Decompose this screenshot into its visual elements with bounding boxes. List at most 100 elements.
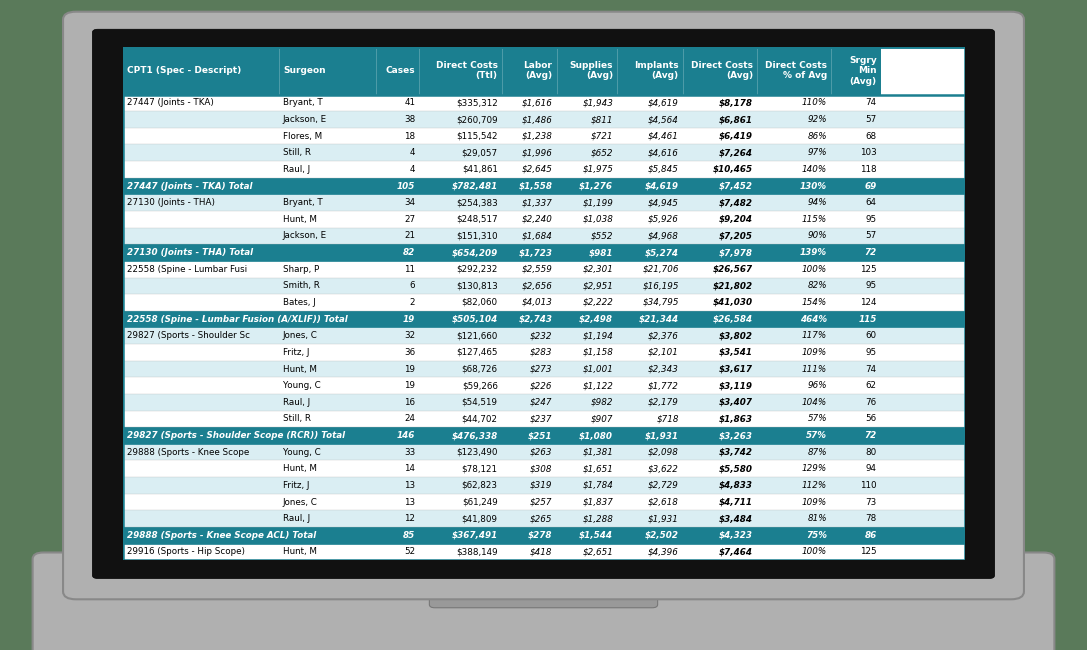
Text: 21: 21 [404, 231, 415, 240]
Text: $16,195: $16,195 [642, 281, 678, 291]
Text: 87%: 87% [808, 448, 827, 457]
Text: 19: 19 [403, 315, 415, 324]
Bar [758, 47, 832, 94]
Text: Implants
(Avg): Implants (Avg) [634, 61, 678, 81]
Text: $1,558: $1,558 [518, 181, 552, 190]
Text: 29888 (Sports - Knee Scope: 29888 (Sports - Knee Scope [127, 448, 249, 457]
Text: $7,978: $7,978 [719, 248, 753, 257]
Text: 124: 124 [860, 298, 877, 307]
Text: $1,276: $1,276 [579, 181, 613, 190]
Text: $335,312: $335,312 [455, 98, 498, 107]
Text: $2,240: $2,240 [522, 214, 552, 224]
Text: 94: 94 [866, 464, 877, 473]
Text: 146: 146 [397, 431, 415, 440]
Bar [278, 47, 376, 94]
Text: $1,486: $1,486 [522, 115, 552, 124]
Text: 57%: 57% [808, 415, 827, 423]
Text: $8,178: $8,178 [719, 98, 753, 107]
Text: $1,544: $1,544 [579, 531, 613, 540]
Text: $82,060: $82,060 [462, 298, 498, 307]
Text: $1,772: $1,772 [648, 381, 678, 390]
Text: 29916 (Sports - Hip Scope): 29916 (Sports - Hip Scope) [127, 547, 245, 556]
Text: $1,381: $1,381 [583, 448, 613, 457]
Text: $981: $981 [589, 248, 613, 257]
Text: 74: 74 [865, 98, 877, 107]
Text: 13: 13 [404, 498, 415, 506]
Text: 95: 95 [865, 214, 877, 224]
Bar [123, 411, 965, 427]
Text: 118: 118 [860, 165, 877, 174]
Text: $273: $273 [530, 365, 552, 374]
Text: 57: 57 [865, 115, 877, 124]
Text: $68,726: $68,726 [462, 365, 498, 374]
Text: 19: 19 [404, 381, 415, 390]
Text: 86: 86 [864, 531, 877, 540]
Text: $3,407: $3,407 [719, 398, 753, 407]
Text: 96%: 96% [808, 381, 827, 390]
Bar [123, 47, 965, 560]
Text: $308: $308 [530, 464, 552, 473]
Text: $7,264: $7,264 [719, 148, 753, 157]
Text: $61,249: $61,249 [462, 498, 498, 506]
Text: $7,205: $7,205 [719, 231, 753, 240]
Text: $115,542: $115,542 [457, 132, 498, 140]
Text: $1,975: $1,975 [583, 165, 613, 174]
Text: 13: 13 [404, 481, 415, 490]
Text: $263: $263 [530, 448, 552, 457]
Bar [420, 47, 502, 94]
Text: $2,559: $2,559 [522, 265, 552, 274]
Text: $3,617: $3,617 [719, 365, 753, 374]
Text: $5,274: $5,274 [645, 248, 678, 257]
Text: 115: 115 [859, 315, 877, 324]
Text: $7,482: $7,482 [719, 198, 753, 207]
Text: Bryant, T: Bryant, T [283, 98, 323, 107]
Bar [123, 394, 965, 411]
Text: $7,452: $7,452 [719, 181, 753, 190]
Text: $6,419: $6,419 [719, 132, 753, 140]
Text: $54,519: $54,519 [462, 398, 498, 407]
Text: Hunt, M: Hunt, M [283, 547, 316, 556]
Text: 100%: 100% [802, 547, 827, 556]
Text: $292,232: $292,232 [457, 265, 498, 274]
Text: 64: 64 [866, 198, 877, 207]
Text: 117%: 117% [802, 332, 827, 340]
Bar [123, 427, 965, 444]
Text: CPT1 (Spec - Descript): CPT1 (Spec - Descript) [127, 66, 241, 75]
Text: $2,951: $2,951 [583, 281, 613, 291]
Bar [123, 344, 965, 361]
Text: 32: 32 [404, 332, 415, 340]
Text: Fritz, J: Fritz, J [283, 348, 310, 357]
Bar [123, 494, 965, 510]
Text: $3,119: $3,119 [719, 381, 753, 390]
Bar [123, 477, 965, 494]
Text: 94%: 94% [808, 198, 827, 207]
Text: $34,795: $34,795 [642, 298, 678, 307]
Text: 29888 (Sports - Knee Scope ACL) Total: 29888 (Sports - Knee Scope ACL) Total [127, 531, 316, 540]
Text: $1,684: $1,684 [522, 231, 552, 240]
Text: 82%: 82% [808, 281, 827, 291]
Text: 52: 52 [404, 547, 415, 556]
Text: $2,343: $2,343 [648, 365, 678, 374]
Text: $2,729: $2,729 [648, 481, 678, 490]
Text: $1,784: $1,784 [583, 481, 613, 490]
Text: Raul, J: Raul, J [283, 398, 310, 407]
Text: $7,464: $7,464 [719, 547, 753, 556]
Text: Hunt, M: Hunt, M [283, 464, 316, 473]
Text: $1,038: $1,038 [583, 214, 613, 224]
Text: Srgry
Min
(Avg): Srgry Min (Avg) [849, 56, 877, 86]
Text: $4,619: $4,619 [648, 98, 678, 107]
Text: $1,238: $1,238 [522, 132, 552, 140]
Text: 27130 (Joints - THA): 27130 (Joints - THA) [127, 198, 215, 207]
Text: $59,266: $59,266 [462, 381, 498, 390]
Bar [502, 47, 557, 94]
Text: $4,564: $4,564 [648, 115, 678, 124]
Text: Jackson, E: Jackson, E [283, 115, 327, 124]
Bar [123, 294, 965, 311]
Text: 85: 85 [403, 531, 415, 540]
Text: $2,618: $2,618 [648, 498, 678, 506]
FancyBboxPatch shape [92, 29, 995, 578]
Bar [123, 194, 965, 211]
Bar [123, 144, 965, 161]
Text: $232: $232 [530, 332, 552, 340]
Text: $718: $718 [657, 415, 678, 423]
